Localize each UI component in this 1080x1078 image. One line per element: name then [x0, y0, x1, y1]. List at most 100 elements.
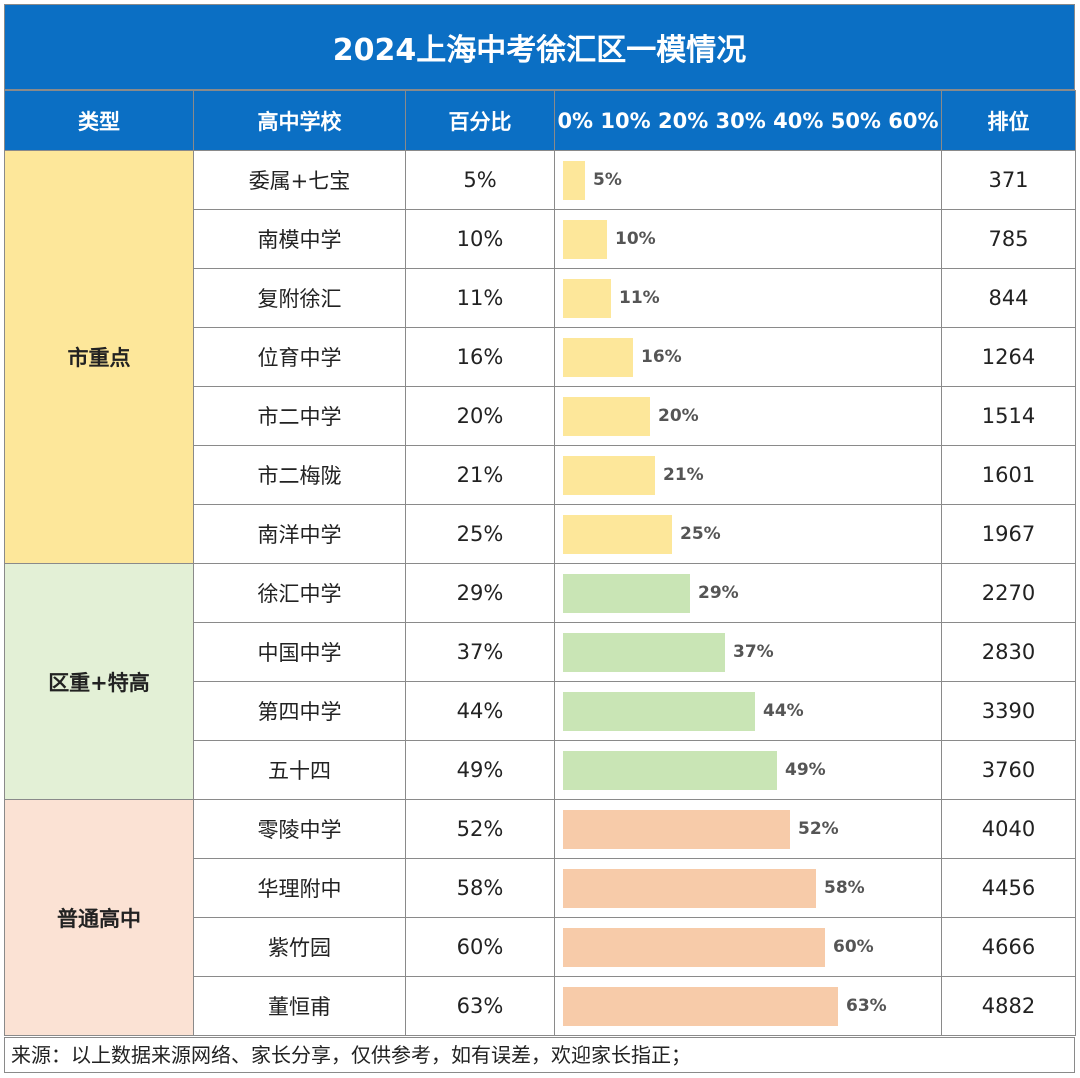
bar-data-label: 21%: [663, 465, 704, 485]
bar-cell: 49%: [554, 740, 942, 800]
bar-cell: 10%: [554, 209, 942, 269]
header-row: 类型 高中学校 百分比 0% 10% 20% 30% 40% 50% 60% 排…: [4, 90, 1076, 151]
bar-data-label: 11%: [619, 288, 660, 308]
bar-data-label: 63%: [846, 996, 887, 1016]
rank-cell: 844: [941, 268, 1076, 328]
bar-cell: 60%: [554, 917, 942, 977]
percent-cell: 10%: [405, 209, 555, 269]
percent-bar: [563, 574, 690, 613]
table-row: 南模中学 10% 10% 785: [5, 209, 1076, 269]
table-row: 南洋中学 25% 25% 1967: [5, 504, 1076, 564]
percent-bar: [563, 456, 655, 495]
bar-cell: 58%: [554, 858, 942, 918]
percent-bar: [563, 810, 790, 849]
school-cell: 市二梅陇: [193, 445, 406, 505]
school-cell: 第四中学: [193, 681, 406, 741]
school-cell: 南模中学: [193, 209, 406, 269]
school-cell: 董恒甫: [193, 976, 406, 1036]
school-cell: 华理附中: [193, 858, 406, 918]
percent-cell: 29%: [405, 563, 555, 623]
rank-cell: 4456: [941, 858, 1076, 918]
percent-cell: 21%: [405, 445, 555, 505]
percent-bar: [563, 633, 725, 672]
percent-bar: [563, 515, 672, 554]
bar-data-label: 49%: [785, 760, 826, 780]
type-cell: 区重+特高: [4, 563, 194, 800]
percent-cell: 58%: [405, 858, 555, 918]
school-cell: 位育中学: [193, 327, 406, 387]
page-title: 2024上海中考徐汇区一模情况: [4, 4, 1075, 90]
table-row: 位育中学 16% 16% 1264: [5, 327, 1076, 387]
bar-data-label: 29%: [698, 583, 739, 603]
bar-data-label: 58%: [824, 878, 865, 898]
header-type: 类型: [4, 90, 194, 151]
table-row: 董恒甫 63% 63% 4882: [5, 976, 1076, 1036]
type-cell: 市重点: [4, 150, 194, 564]
bar-data-label: 52%: [798, 819, 839, 839]
bar-cell: 63%: [554, 976, 942, 1036]
school-cell: 南洋中学: [193, 504, 406, 564]
source-note: 来源：以上数据来源网络、家长分享，仅供参考，如有误差，欢迎家长指正；: [4, 1037, 1075, 1073]
table-row: 紫竹园 60% 60% 4666: [5, 917, 1076, 977]
type-cell: 普通高中: [4, 799, 194, 1036]
bar-data-label: 20%: [658, 406, 699, 426]
bar-cell: 5%: [554, 150, 942, 210]
percent-cell: 37%: [405, 622, 555, 682]
bar-cell: 11%: [554, 268, 942, 328]
bar-cell: 37%: [554, 622, 942, 682]
percent-cell: 52%: [405, 799, 555, 859]
school-cell: 中国中学: [193, 622, 406, 682]
percent-bar: [563, 338, 633, 377]
percent-bar: [563, 987, 838, 1026]
percent-cell: 25%: [405, 504, 555, 564]
bar-data-label: 37%: [733, 642, 774, 662]
bar-cell: 25%: [554, 504, 942, 564]
bar-cell: 16%: [554, 327, 942, 387]
header-percent: 百分比: [405, 90, 555, 151]
ranking-table-figure: 2024上海中考徐汇区一模情况 类型 高中学校 百分比 0% 10% 20% 3…: [4, 4, 1076, 1073]
school-cell: 紫竹园: [193, 917, 406, 977]
header-school: 高中学校: [193, 90, 406, 151]
percent-cell: 49%: [405, 740, 555, 800]
rank-cell: 785: [941, 209, 1076, 269]
bar-cell: 21%: [554, 445, 942, 505]
table-row: 复附徐汇 11% 11% 844: [5, 268, 1076, 328]
school-cell: 徐汇中学: [193, 563, 406, 623]
ranking-table: 类型 高中学校 百分比 0% 10% 20% 30% 40% 50% 60% 排…: [4, 90, 1076, 1036]
header-rank: 排位: [941, 90, 1076, 151]
percent-cell: 63%: [405, 976, 555, 1036]
percent-cell: 5%: [405, 150, 555, 210]
percent-cell: 16%: [405, 327, 555, 387]
table-row: 中国中学 37% 37% 2830: [5, 622, 1076, 682]
rank-cell: 4666: [941, 917, 1076, 977]
bar-data-label: 5%: [593, 170, 622, 190]
table-row: 市二中学 20% 20% 1514: [5, 386, 1076, 446]
bar-cell: 44%: [554, 681, 942, 741]
rank-cell: 4040: [941, 799, 1076, 859]
percent-cell: 11%: [405, 268, 555, 328]
bar-data-label: 10%: [615, 229, 656, 249]
percent-cell: 60%: [405, 917, 555, 977]
rank-cell: 4882: [941, 976, 1076, 1036]
school-cell: 零陵中学: [193, 799, 406, 859]
rank-cell: 1601: [941, 445, 1076, 505]
percent-bar: [563, 928, 825, 967]
bar-data-label: 44%: [763, 701, 804, 721]
school-cell: 市二中学: [193, 386, 406, 446]
rank-cell: 3760: [941, 740, 1076, 800]
rank-cell: 1967: [941, 504, 1076, 564]
rank-cell: 2270: [941, 563, 1076, 623]
bar-data-label: 16%: [641, 347, 682, 367]
percent-cell: 20%: [405, 386, 555, 446]
percent-bar: [563, 279, 611, 318]
school-cell: 委属+七宝: [193, 150, 406, 210]
rank-cell: 1264: [941, 327, 1076, 387]
rank-cell: 1514: [941, 386, 1076, 446]
bar-data-label: 25%: [680, 524, 721, 544]
rank-cell: 2830: [941, 622, 1076, 682]
bar-cell: 29%: [554, 563, 942, 623]
percent-bar: [563, 161, 585, 200]
bar-data-label: 60%: [833, 937, 874, 957]
table-row: 第四中学 44% 44% 3390: [5, 681, 1076, 741]
percent-cell: 44%: [405, 681, 555, 741]
